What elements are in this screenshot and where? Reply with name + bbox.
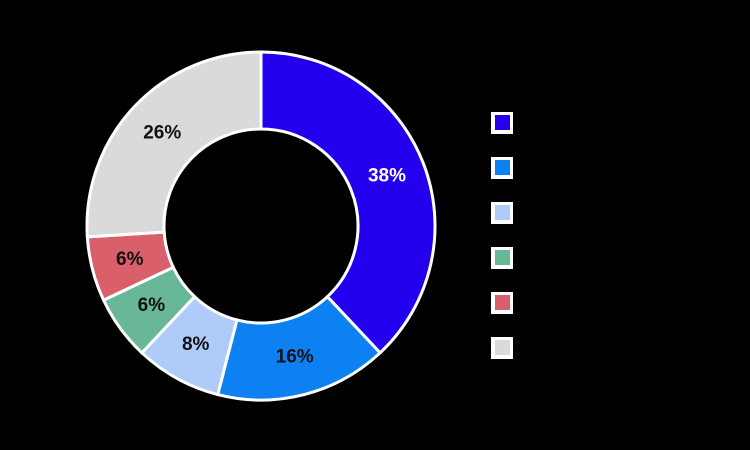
legend-item[interactable] (491, 325, 741, 370)
legend-swatch-frame (491, 156, 513, 179)
legend-swatch-frame (491, 336, 513, 359)
legend-item[interactable] (491, 280, 741, 325)
legend-swatch-frame (491, 291, 513, 314)
donut-slice-label: 6% (138, 295, 166, 316)
legend-color-swatch (494, 340, 510, 355)
legend-item[interactable] (491, 100, 741, 145)
donut-slice[interactable] (259, 50, 437, 355)
legend-swatch-frame (491, 246, 513, 269)
legend-swatch-frame (491, 111, 513, 134)
legend-swatch-frame (491, 201, 513, 224)
legend-color-swatch (494, 115, 510, 130)
legend-item[interactable] (491, 145, 741, 190)
donut-slice-label: 16% (276, 347, 314, 368)
donut-slice-label: 8% (182, 334, 210, 355)
donut-slice[interactable] (85, 50, 263, 239)
donut-slice-label: 26% (143, 123, 181, 144)
chart-legend (491, 100, 741, 370)
legend-color-swatch (494, 160, 510, 175)
donut-labels-group: 38% 16% 8% 6% 6% 26% (116, 123, 406, 368)
legend-item[interactable] (491, 190, 741, 235)
donut-slices-group (85, 50, 437, 402)
legend-color-swatch (494, 250, 510, 265)
legend-color-swatch (494, 205, 510, 220)
legend-color-swatch (494, 295, 510, 310)
donut-slice-label: 6% (116, 249, 144, 270)
donut-slice-label: 38% (368, 166, 406, 187)
legend-item[interactable] (491, 235, 741, 280)
